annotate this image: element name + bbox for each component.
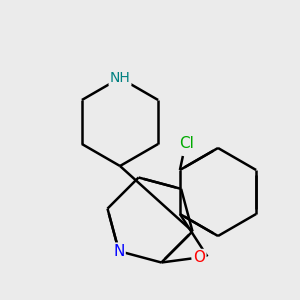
Text: NH: NH	[110, 71, 130, 85]
Text: N: N	[113, 244, 124, 259]
Text: O: O	[194, 250, 206, 265]
Text: Cl: Cl	[179, 136, 194, 151]
